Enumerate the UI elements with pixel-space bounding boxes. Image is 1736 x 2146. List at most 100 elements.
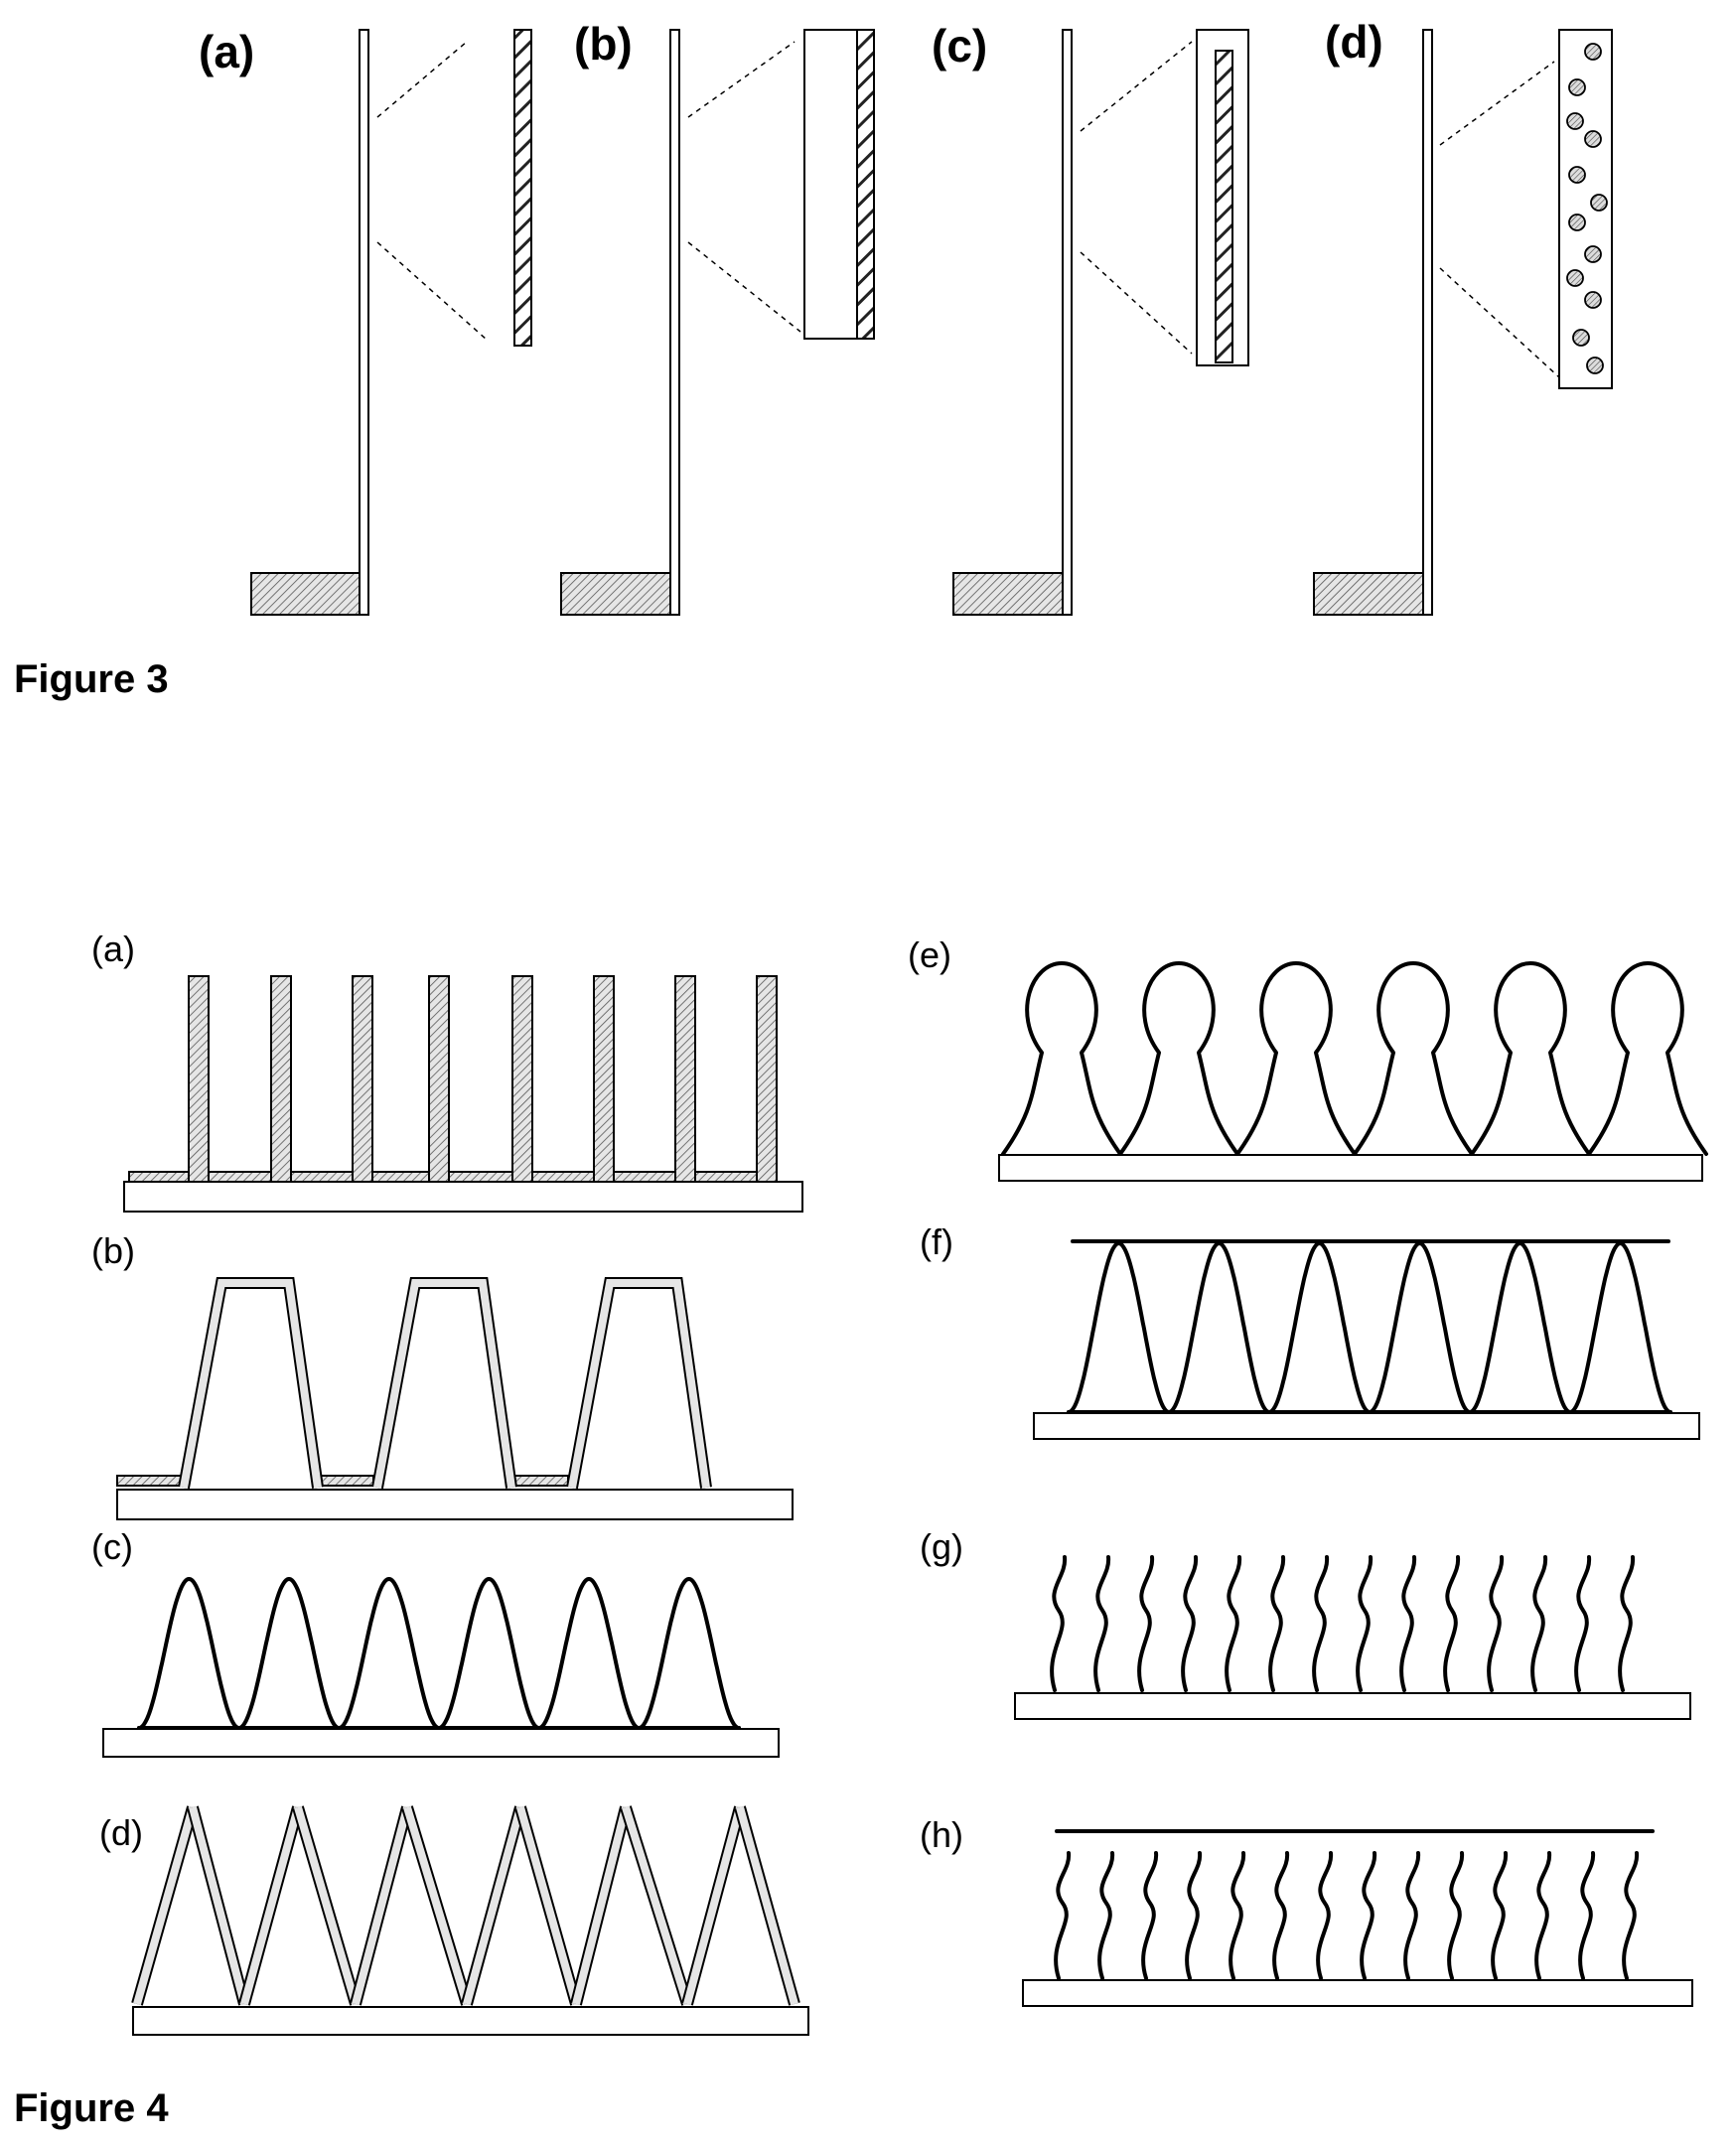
- vertical-electrode: [1423, 30, 1432, 615]
- fig4-panel-b: (b): [91, 1230, 793, 1519]
- fig3-panel-label-b: (b): [574, 18, 633, 70]
- particle: [1569, 167, 1585, 183]
- zigzag-strips: [137, 1807, 795, 2004]
- fiber: [1624, 1853, 1637, 1978]
- pillar: [594, 976, 614, 1182]
- fig3-panel-a: (a): [199, 26, 531, 615]
- fiber: [1187, 1853, 1200, 1978]
- particle: [1591, 195, 1607, 211]
- particle: [1573, 330, 1589, 346]
- substrate: [1023, 1980, 1692, 2006]
- trapezoids: [117, 1283, 706, 1488]
- fiber: [1362, 1853, 1374, 1978]
- particle: [1567, 270, 1583, 286]
- fiber: [1576, 1557, 1589, 1690]
- fig4-panel-h: (h): [920, 1814, 1692, 2006]
- fiber: [1449, 1853, 1462, 1978]
- substrate: [117, 1490, 793, 1519]
- fiber: [1536, 1853, 1549, 1978]
- zoom-line-top: [1081, 42, 1192, 131]
- fig4-panel-label-g: (g): [920, 1526, 963, 1567]
- fig4-panel-label-c: (c): [91, 1526, 133, 1567]
- fiber: [1052, 1557, 1065, 1690]
- fig3-panel-b: (b): [561, 18, 874, 615]
- fig4-panel-g: (g): [920, 1526, 1690, 1719]
- zoom-line-top: [377, 42, 467, 117]
- zoom-line-top: [688, 42, 795, 117]
- fig3-panel-label-d: (d): [1325, 16, 1383, 68]
- fiber: [1580, 1853, 1593, 1978]
- fiber: [1493, 1853, 1506, 1978]
- zoom-inset-layer: [514, 30, 531, 346]
- substrate: [999, 1155, 1702, 1181]
- fiber: [1445, 1557, 1458, 1690]
- strip-fill: [740, 1807, 795, 2004]
- fiber: [1401, 1557, 1414, 1690]
- fig3-panel-c: (c): [932, 20, 1248, 615]
- fig4-panel-label-h: (h): [920, 1814, 963, 1855]
- figure4: (a) (b) (c) (d) (e): [14, 929, 1706, 2130]
- fiber: [1532, 1557, 1545, 1690]
- fiber: [1143, 1853, 1156, 1978]
- figure3-caption: Figure 3: [14, 657, 169, 701]
- strip-fill: [356, 1807, 407, 2004]
- zoom-line-bottom: [1440, 268, 1559, 377]
- fiber: [1318, 1853, 1331, 1978]
- fiber: [1183, 1557, 1196, 1690]
- pillars: [189, 976, 777, 1182]
- pillar: [675, 976, 695, 1182]
- particle: [1569, 215, 1585, 230]
- fig4-panel-label-b: (b): [91, 1230, 135, 1271]
- strip-fill: [137, 1807, 193, 2004]
- wave-curve: [139, 1579, 739, 1728]
- pillar: [189, 976, 209, 1182]
- base-block: [561, 573, 670, 615]
- pillar: [429, 976, 449, 1182]
- zoom-line-bottom: [1081, 252, 1192, 354]
- strip-fill: [626, 1807, 687, 2004]
- base-strip: [508, 1476, 568, 1486]
- fig4-panel-e: (e): [908, 934, 1706, 1181]
- zoom-line-top: [1440, 62, 1554, 145]
- substrate: [124, 1182, 802, 1212]
- fig4-panel-d: (d): [99, 1807, 808, 2035]
- zoom-inset-layer: [857, 30, 874, 339]
- figure3: (a) (b) (c) (d): [14, 16, 1612, 701]
- wave-curve: [1069, 1243, 1670, 1412]
- particle: [1585, 292, 1601, 308]
- particle: [1585, 246, 1601, 262]
- vertical-electrode: [1063, 30, 1072, 615]
- substrate: [133, 2007, 808, 2035]
- zoom-line-bottom: [377, 242, 487, 340]
- fig3-panel-label-a: (a): [199, 26, 254, 77]
- particle: [1585, 44, 1601, 60]
- fiber: [1358, 1557, 1371, 1690]
- base-block: [953, 573, 1063, 615]
- substrate: [103, 1729, 779, 1757]
- figure4-caption: Figure 4: [14, 2086, 169, 2130]
- substrate: [1034, 1413, 1699, 1439]
- zoom-inset-layer: [1216, 51, 1232, 362]
- fiber: [1405, 1853, 1418, 1978]
- zoom-line-bottom: [688, 242, 800, 332]
- pillar: [512, 976, 532, 1182]
- vertical-electrode: [670, 30, 679, 615]
- fiber: [1489, 1557, 1502, 1690]
- pillar: [271, 976, 291, 1182]
- fiber: [1230, 1853, 1243, 1978]
- fiber: [1227, 1557, 1239, 1690]
- base-block: [1314, 573, 1423, 615]
- wavy-fibers: [1056, 1853, 1637, 1978]
- fig4-panel-label-d: (d): [99, 1812, 143, 1853]
- particle: [1587, 358, 1603, 373]
- strip-fill: [193, 1807, 244, 2004]
- fig4-panel-a: (a): [91, 929, 802, 1212]
- base-block: [251, 573, 361, 615]
- fiber: [1620, 1557, 1633, 1690]
- pillar: [353, 976, 372, 1182]
- substrate: [1015, 1693, 1690, 1719]
- fiber: [1099, 1853, 1112, 1978]
- fig4-panel-label-f: (f): [920, 1221, 953, 1262]
- fig4-panel-label-a: (a): [91, 929, 135, 969]
